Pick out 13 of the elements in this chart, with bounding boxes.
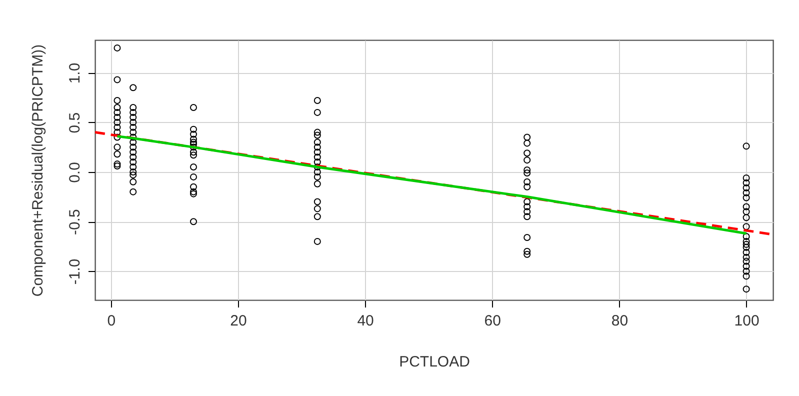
y-tick-label: 0.0 <box>66 162 84 183</box>
x-tick-label: 100 <box>734 312 760 330</box>
y-axis-title: Component+Residual(log(PRICPTM)) <box>30 44 46 297</box>
y-tick-label: -1.0 <box>66 258 84 285</box>
x-tick-label: 20 <box>230 312 247 330</box>
x-tick-label: 40 <box>357 312 374 330</box>
y-tick-label: 1.0 <box>66 62 84 84</box>
y-tick-label: -0.5 <box>66 209 84 236</box>
y-tick-label: 0.5 <box>66 112 84 134</box>
x-tick-label: 0 <box>107 312 116 330</box>
x-tick-label: 60 <box>484 312 501 330</box>
x-tick-label: 80 <box>611 312 628 330</box>
x-axis-title: PCTLOAD <box>399 354 470 370</box>
